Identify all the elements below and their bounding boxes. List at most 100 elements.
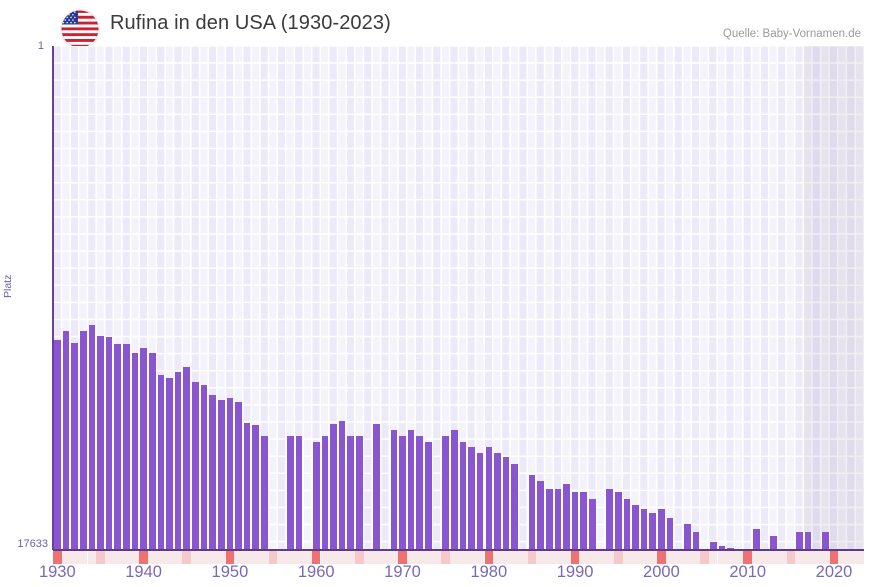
x-tick-minor-44 <box>432 551 442 564</box>
bar-1943[interactable] <box>165 378 174 550</box>
x-tick-minor-12 <box>156 551 166 564</box>
x-tick-minor-41 <box>406 551 416 564</box>
bar-1990[interactable] <box>570 492 580 550</box>
bar-1989[interactable] <box>562 484 571 550</box>
x-axis-label-1950: 1950 <box>211 563 249 581</box>
plot-area[interactable] <box>53 46 864 550</box>
bar-1960[interactable] <box>311 442 321 550</box>
x-tick-minor-54 <box>519 551 528 564</box>
x-tick-mid-15 <box>182 551 192 564</box>
bar-1937[interactable] <box>113 344 123 550</box>
bar-1996[interactable] <box>622 499 632 550</box>
x-tick-minor-14 <box>173 551 183 564</box>
x-tick-major-30 <box>311 551 321 564</box>
bar-2003[interactable] <box>682 524 692 550</box>
bar-1958[interactable] <box>294 436 304 550</box>
bar-1985[interactable] <box>527 475 537 550</box>
bar-2013[interactable] <box>769 536 778 550</box>
bar-1964[interactable] <box>346 436 356 550</box>
bar-1942[interactable] <box>156 375 166 550</box>
bar-1952[interactable] <box>242 423 252 550</box>
bar-1944[interactable] <box>173 372 183 550</box>
x-tick-minor-87 <box>803 551 813 564</box>
x-tick-minor-78 <box>726 551 735 564</box>
bar-1963[interactable] <box>337 421 347 550</box>
bar-1981[interactable] <box>493 453 502 550</box>
x-tick-minor-51 <box>493 551 502 564</box>
bar-2006[interactable] <box>708 542 718 550</box>
bar-1933[interactable] <box>78 331 88 550</box>
x-axis-label-2020: 2020 <box>815 563 853 581</box>
bar-1948[interactable] <box>208 395 217 550</box>
bar-2016[interactable] <box>795 532 804 550</box>
x-tick-minor-67 <box>631 551 640 564</box>
bar-1982[interactable] <box>501 457 511 550</box>
bar-1980[interactable] <box>484 447 494 550</box>
bar-2007[interactable] <box>717 546 727 550</box>
bar-1961[interactable] <box>320 436 330 550</box>
bar-1997[interactable] <box>631 505 640 550</box>
bar-1983[interactable] <box>510 464 519 550</box>
bar-1931[interactable] <box>61 331 71 550</box>
x-tick-major-40 <box>398 551 407 564</box>
x-tick-minor-9 <box>130 551 140 564</box>
bar-1949[interactable] <box>216 400 226 550</box>
bar-1975[interactable] <box>441 436 450 550</box>
x-tick-minor-76 <box>708 551 718 564</box>
bar-1998[interactable] <box>639 509 649 550</box>
x-tick-minor-48 <box>467 551 476 564</box>
bar-1951[interactable] <box>234 402 243 550</box>
bar-1940[interactable] <box>139 348 148 550</box>
bar-1965[interactable] <box>355 436 364 550</box>
bar-1995[interactable] <box>613 492 623 550</box>
bar-2019[interactable] <box>821 532 830 550</box>
bars-layer[interactable] <box>53 46 864 550</box>
bar-1979[interactable] <box>475 453 485 550</box>
bar-1999[interactable] <box>648 513 658 550</box>
bar-1971[interactable] <box>406 430 416 550</box>
bar-1994[interactable] <box>605 489 614 550</box>
x-tick-minor-34 <box>346 551 355 564</box>
bar-2017[interactable] <box>803 532 813 550</box>
bar-1934[interactable] <box>87 325 97 550</box>
x-tick-mid-75 <box>700 551 709 564</box>
bar-1977[interactable] <box>458 442 468 550</box>
bar-2000[interactable] <box>657 509 666 550</box>
bar-1939[interactable] <box>130 353 140 550</box>
bar-1986[interactable] <box>536 481 545 550</box>
bar-1991[interactable] <box>579 492 589 550</box>
x-axis-label-1980: 1980 <box>470 563 508 581</box>
bar-1988[interactable] <box>553 489 563 550</box>
bar-1946[interactable] <box>191 382 200 550</box>
bar-2011[interactable] <box>752 529 761 550</box>
x-tick-major-50 <box>484 551 494 564</box>
bar-1930[interactable] <box>53 340 62 550</box>
bar-1945[interactable] <box>182 367 192 550</box>
bar-1970[interactable] <box>398 436 407 550</box>
bar-1935[interactable] <box>96 336 105 550</box>
bar-2001[interactable] <box>665 518 675 550</box>
bar-1978[interactable] <box>467 447 476 550</box>
bar-1954[interactable] <box>260 436 269 550</box>
x-axis-label-2000: 2000 <box>643 563 680 581</box>
bar-1972[interactable] <box>415 436 425 550</box>
x-tick-minor-3 <box>78 551 88 564</box>
bar-1950[interactable] <box>225 398 235 550</box>
bar-1973[interactable] <box>424 442 433 550</box>
bar-2004[interactable] <box>691 532 701 550</box>
bar-1967[interactable] <box>372 424 381 550</box>
bar-1953[interactable] <box>251 425 261 550</box>
bar-1932[interactable] <box>70 343 79 550</box>
bar-1976[interactable] <box>449 430 459 550</box>
bar-1987[interactable] <box>544 489 554 550</box>
bar-1957[interactable] <box>286 436 295 550</box>
bar-1941[interactable] <box>147 353 157 550</box>
bar-1962[interactable] <box>329 424 338 550</box>
bar-1969[interactable] <box>389 430 399 550</box>
us-flag-icon <box>61 10 99 48</box>
bar-1992[interactable] <box>588 499 597 550</box>
x-tick-major-60 <box>570 551 580 564</box>
bar-1947[interactable] <box>199 385 209 550</box>
bar-1936[interactable] <box>104 337 114 550</box>
bar-1938[interactable] <box>122 344 131 550</box>
